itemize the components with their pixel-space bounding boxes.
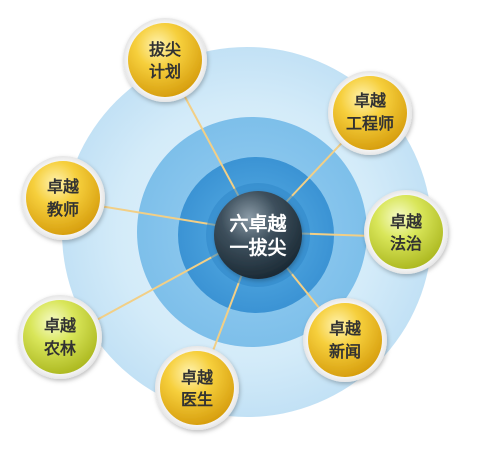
node-xinwen-line1: 卓越: [329, 319, 362, 338]
node-jiaoshi-line2: 教师: [47, 200, 79, 219]
node-jihua-line1: 拔尖: [149, 40, 181, 59]
node-gongcheng-line1: 卓越: [354, 91, 387, 110]
node-nonglin: 卓越 农林: [18, 295, 102, 379]
node-yisheng-line1: 卓越: [181, 368, 214, 387]
node-nonglin-line2: 农林: [43, 339, 76, 358]
node-fazhi-line2: 法治: [390, 234, 422, 253]
node-yisheng: 卓越 医生: [155, 346, 239, 430]
node-nonglin-line1: 卓越: [44, 316, 77, 335]
node-yisheng-line2: 医生: [181, 390, 213, 409]
node-gongcheng: 卓越 工程师: [328, 71, 412, 155]
node-fazhi: 卓越 法治: [364, 190, 448, 274]
node-jihua-line2: 计划: [149, 62, 181, 81]
center-node: [214, 191, 302, 279]
node-fazhi-line1: 卓越: [390, 212, 423, 231]
node-xinwen: 卓越 新闻: [303, 298, 387, 382]
node-jihua: 拔尖 计划: [123, 18, 207, 102]
center-label-line2: 一拔尖: [229, 236, 286, 259]
node-xinwen-line2: 新闻: [329, 342, 361, 361]
center-label-line1: 六卓越: [229, 212, 287, 235]
node-jiaoshi: 卓越 教师: [21, 156, 105, 240]
node-jiaoshi-line1: 卓越: [47, 177, 80, 196]
node-gongcheng-line2: 工程师: [346, 114, 394, 133]
